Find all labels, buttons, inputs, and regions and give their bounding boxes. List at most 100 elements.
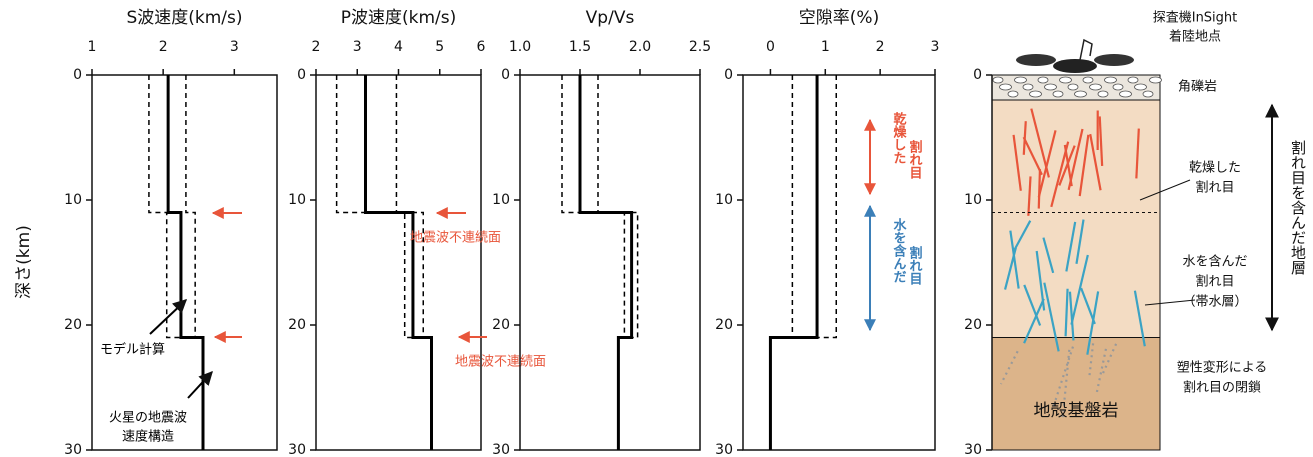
note: 割れ目: [1195, 274, 1234, 290]
pebble: [1090, 84, 1102, 90]
x-tick-label: 2: [159, 39, 168, 55]
pebble: [1015, 77, 1027, 83]
chart-title: 空隙率(%): [799, 8, 879, 28]
x-tick-label: 6: [477, 39, 486, 55]
annotation: 速度構造: [122, 429, 174, 445]
site-label: 探査機InSight: [1153, 11, 1238, 26]
annotation: 水を含んだ: [891, 217, 908, 283]
lander-mast: [1080, 40, 1092, 60]
figure: 深さ(km) S波速度(km/s)1230102030モデル計算火星の地震波速度…: [0, 0, 1313, 457]
x-tick-label: 2.0: [629, 39, 651, 55]
x-tick-label: 1: [821, 39, 830, 55]
pebble: [1120, 91, 1132, 97]
pebble: [1150, 77, 1162, 83]
plot-frame: [520, 75, 700, 450]
note: （帯水層）: [1182, 295, 1247, 310]
y-tick-label: 0: [73, 67, 82, 83]
annotation: 乾燥した: [891, 111, 907, 164]
y-tick-label: 10: [288, 192, 306, 208]
plot-frame: [92, 75, 277, 450]
note: 割れ目の閉鎖: [1183, 380, 1261, 396]
pebble: [1083, 77, 1093, 83]
pebble: [1030, 91, 1042, 97]
pebble: [993, 77, 1003, 83]
bound-line: [337, 75, 432, 338]
lander-panel: [1094, 54, 1134, 66]
site-label: 着陸地点: [1169, 29, 1221, 45]
y-tick-label: 30: [715, 442, 733, 457]
y-tick-label: 20: [288, 317, 306, 333]
annotation: 地震波不連続面: [410, 231, 501, 246]
y-tick-label: 10: [492, 192, 510, 208]
pebble: [1000, 84, 1012, 90]
pebble: [1075, 91, 1087, 97]
x-tick-label: 2.5: [689, 39, 711, 55]
annotation-arrow: [188, 372, 212, 398]
bound-line: [817, 75, 836, 338]
pebble: [1098, 91, 1108, 97]
plot-frame: [316, 75, 481, 450]
pebble: [1113, 84, 1123, 90]
lander-body: [1053, 59, 1097, 73]
bound-line: [149, 75, 203, 338]
y-tick-label: 10: [964, 192, 982, 208]
x-tick-label: 2: [312, 39, 321, 55]
x-tick-label: 5: [435, 39, 444, 55]
x-tick-label: 2: [876, 39, 885, 55]
y-tick-label: 30: [492, 442, 510, 457]
pebble: [1045, 84, 1057, 90]
y-tick-label: 10: [64, 192, 82, 208]
note: 塑性変形による: [1177, 360, 1268, 376]
note: 割れ目: [1195, 180, 1234, 196]
side-label: 割れ目を含んだ地層: [1289, 140, 1307, 275]
note: 水を含んだ: [1182, 254, 1247, 270]
pebble: [1135, 84, 1147, 90]
annotation: モデル計算: [100, 342, 165, 358]
annotation: 地震波不連続面: [455, 355, 546, 370]
y-tick-label: 0: [297, 67, 306, 83]
pebble: [1128, 77, 1138, 83]
x-tick-label: 3: [353, 39, 362, 55]
layer-label: 角礫岩: [1178, 79, 1217, 95]
note: 乾燥した: [1189, 161, 1241, 176]
bound-line: [562, 75, 624, 338]
crack: [1039, 169, 1040, 208]
layer: [992, 338, 1160, 451]
annotation: 割れ目: [907, 139, 923, 180]
y-tick-label: 30: [288, 442, 306, 457]
pebble: [1008, 91, 1018, 97]
pebble: [1023, 84, 1033, 90]
model-line: [366, 75, 432, 450]
x-tick-label: 4: [394, 39, 403, 55]
annotation: 割れ目: [907, 245, 923, 286]
x-tick-label: 1.0: [509, 39, 531, 55]
chart-title: P波速度(km/s): [341, 8, 457, 28]
pebble: [1060, 77, 1072, 83]
chart-title: S波速度(km/s): [126, 8, 242, 28]
y-tick-label: 0: [724, 67, 733, 83]
y-tick-label: 20: [964, 317, 982, 333]
pebble: [1105, 77, 1117, 83]
bound-line: [186, 75, 203, 338]
model-line: [770, 75, 817, 450]
y-tick-label: 30: [964, 442, 982, 457]
y-axis-label: 深さ(km): [14, 225, 34, 299]
y-tick-label: 0: [973, 67, 982, 83]
model-line: [580, 75, 632, 450]
y-tick-label: 20: [492, 317, 510, 333]
x-tick-label: 1: [88, 39, 97, 55]
pebble: [1053, 91, 1063, 97]
y-tick-label: 20: [64, 317, 82, 333]
chart-title: Vp/Vs: [586, 8, 635, 28]
y-tick-label: 30: [64, 442, 82, 457]
x-tick-label: 1.5: [569, 39, 591, 55]
bound-line: [770, 75, 792, 338]
x-tick-label: 3: [230, 39, 239, 55]
layer-label: 地殻基盤岩: [1034, 401, 1119, 421]
pebble: [1038, 77, 1048, 83]
pebble: [1143, 91, 1153, 97]
x-tick-label: 3: [931, 39, 940, 55]
y-tick-label: 20: [715, 317, 733, 333]
lander-panel: [1016, 54, 1056, 66]
y-tick-label: 10: [715, 192, 733, 208]
